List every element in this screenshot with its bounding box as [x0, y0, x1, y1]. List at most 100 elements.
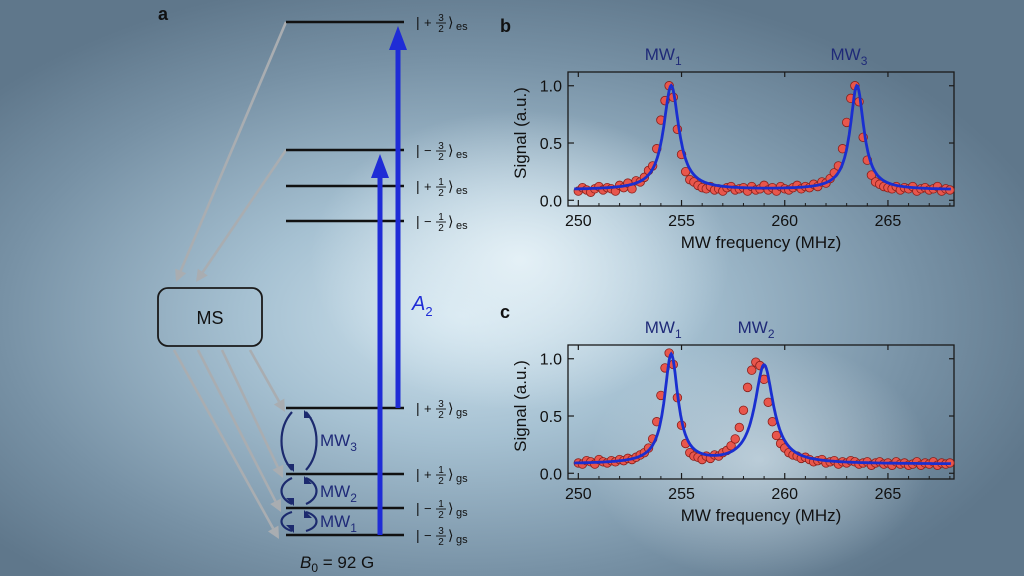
- mw-label-1: MW1: [320, 512, 357, 535]
- decay-arrow-ms-to-gs-m1: [196, 349, 281, 512]
- y-tick-label: 1.0: [540, 352, 562, 369]
- svg-text:+: +: [424, 15, 432, 30]
- chart-b: 250 255 260 265 0.0 0.5 1.0 MW frequency (MHz) S…: [511, 45, 955, 252]
- x-tick-label: 260: [771, 486, 798, 503]
- svg-text:3: 3: [438, 13, 444, 24]
- y-tick-label: 0.0: [540, 193, 562, 210]
- svg-text:2: 2: [438, 476, 444, 487]
- svg-text:1: 1: [438, 499, 444, 510]
- svg-text:⟩: ⟩: [448, 400, 453, 416]
- svg-text:−: −: [424, 143, 432, 158]
- svg-text:⟩: ⟩: [448, 213, 453, 229]
- decay-arrow-es-p3: [175, 21, 288, 282]
- svg-text:gs: gs: [456, 534, 468, 546]
- energy-level-labels: | +32 ⟩ es| −32 ⟩ es| +12 ⟩ es| −12 ⟩ es| +32 ⟩ gs| +12 ⟩…: [416, 13, 468, 548]
- svg-text:gs: gs: [456, 473, 468, 485]
- svg-text:es: es: [456, 21, 468, 33]
- mw-label-2: MW2: [320, 482, 357, 505]
- energy-levels: [286, 20, 404, 537]
- chart-c: 250 255 260 265 0.0 0.5 1.0 MW frequency (MHz) S…: [511, 318, 955, 525]
- x-tick-label: 255: [668, 213, 695, 230]
- data-point: [734, 422, 745, 433]
- svg-text:3: 3: [438, 141, 444, 152]
- level-label-es-p3: | +32 ⟩ es: [416, 13, 468, 35]
- svg-text:gs: gs: [456, 507, 468, 519]
- svg-text:|: |: [416, 178, 420, 194]
- microwave-transitions: [280, 410, 318, 533]
- svg-text:−: −: [424, 214, 432, 229]
- svg-text:+: +: [424, 401, 432, 416]
- decay-arrow-ms-to-gs-p1: [220, 349, 284, 478]
- svg-text:−: −: [424, 528, 432, 543]
- x-tick-label: 250: [565, 486, 592, 503]
- level-label-gs-p1: | +12 ⟩ gs: [416, 465, 468, 487]
- ms-box: [157, 287, 263, 347]
- svg-text:⟩: ⟩: [448, 14, 453, 30]
- svg-text:|: |: [416, 400, 420, 416]
- svg-text:1: 1: [438, 465, 444, 476]
- svg-text:⟩: ⟩: [448, 500, 453, 516]
- transition-label-a2: A2: [411, 293, 433, 319]
- fit-curve: [574, 351, 952, 466]
- optical-arrow-gs-m3-to-es-m3: [371, 154, 389, 535]
- plot-frame: [567, 71, 955, 207]
- level-label-gs-m1: | −12 ⟩ gs: [416, 499, 468, 521]
- svg-text:|: |: [416, 527, 420, 543]
- peak-label-mw1: MW1: [645, 45, 682, 68]
- svg-text:⟩: ⟩: [448, 527, 453, 543]
- level-label-gs-m3: | −32 ⟩ gs: [416, 526, 468, 548]
- x-axis-label: MW frequency (MHz): [681, 506, 842, 525]
- svg-text:2: 2: [438, 510, 444, 521]
- svg-text:1: 1: [438, 212, 444, 223]
- microwave-labels: MW3 MW2 MW1: [320, 431, 357, 535]
- optical-arrow-gs-p3-to-es-p3: [389, 26, 407, 408]
- plot-frame: [567, 344, 955, 480]
- peak-label-mw3: MW3: [831, 45, 868, 68]
- data-point: [730, 434, 740, 444]
- peak-label-mw2: MW2: [738, 318, 775, 341]
- svg-text:+: +: [424, 467, 432, 482]
- svg-text:es: es: [456, 149, 468, 161]
- svg-text:3: 3: [438, 526, 444, 537]
- mw-transition-1: [280, 510, 318, 533]
- x-tick-label: 265: [875, 486, 902, 503]
- svg-text:es: es: [456, 185, 468, 197]
- svg-text:|: |: [416, 213, 420, 229]
- svg-text:2: 2: [438, 537, 444, 548]
- energy-level-diagram: | +32 ⟩ es| −32 ⟩ es| +12 ⟩ es| −12 ⟩ es| +32 ⟩ gs| +12 ⟩…: [157, 13, 468, 575]
- svg-text:⟩: ⟩: [448, 142, 453, 158]
- decay-arrow-ms-to-gs-p3: [248, 349, 285, 412]
- svg-text:2: 2: [438, 188, 444, 199]
- data-point: [747, 365, 757, 375]
- svg-text:|: |: [416, 500, 420, 516]
- svg-text:−: −: [424, 501, 432, 516]
- decay-arrow-es-m3: [196, 149, 288, 282]
- x-axis-label: MW frequency (MHz): [681, 233, 842, 252]
- peak-label-mw1: MW1: [645, 318, 682, 341]
- panel-label-a: a: [158, 4, 169, 24]
- level-label-gs-p3: | +32 ⟩ gs: [416, 399, 468, 421]
- y-axis-label: Signal (a.u.): [511, 360, 530, 452]
- level-label-es-p1: | +12 ⟩ es: [416, 177, 468, 199]
- mw-transition-3: [280, 410, 318, 472]
- mw-label-3: MW3: [320, 431, 357, 454]
- fit-curve: [574, 83, 952, 191]
- svg-text:2: 2: [438, 223, 444, 234]
- svg-text:2: 2: [438, 152, 444, 163]
- y-tick-label: 0.5: [540, 409, 562, 426]
- mw-transition-2: [280, 476, 318, 506]
- decay-arrow-ms-to-gs-m3: [172, 349, 279, 539]
- x-tick-label: 255: [668, 486, 695, 503]
- svg-text:2: 2: [438, 410, 444, 421]
- level-label-es-m1: | −12 ⟩ es: [416, 212, 468, 234]
- data-point: [738, 405, 749, 415]
- ms-box-label: MS: [197, 308, 224, 328]
- data-point: [742, 382, 753, 393]
- svg-text:1: 1: [438, 177, 444, 188]
- y-tick-label: 1.0: [540, 79, 562, 96]
- field-label: B0 = 92 G: [300, 553, 374, 575]
- x-tick-label: 250: [565, 213, 592, 230]
- svg-text:⟩: ⟩: [448, 178, 453, 194]
- svg-text:⟩: ⟩: [448, 466, 453, 482]
- svg-text:|: |: [416, 466, 420, 482]
